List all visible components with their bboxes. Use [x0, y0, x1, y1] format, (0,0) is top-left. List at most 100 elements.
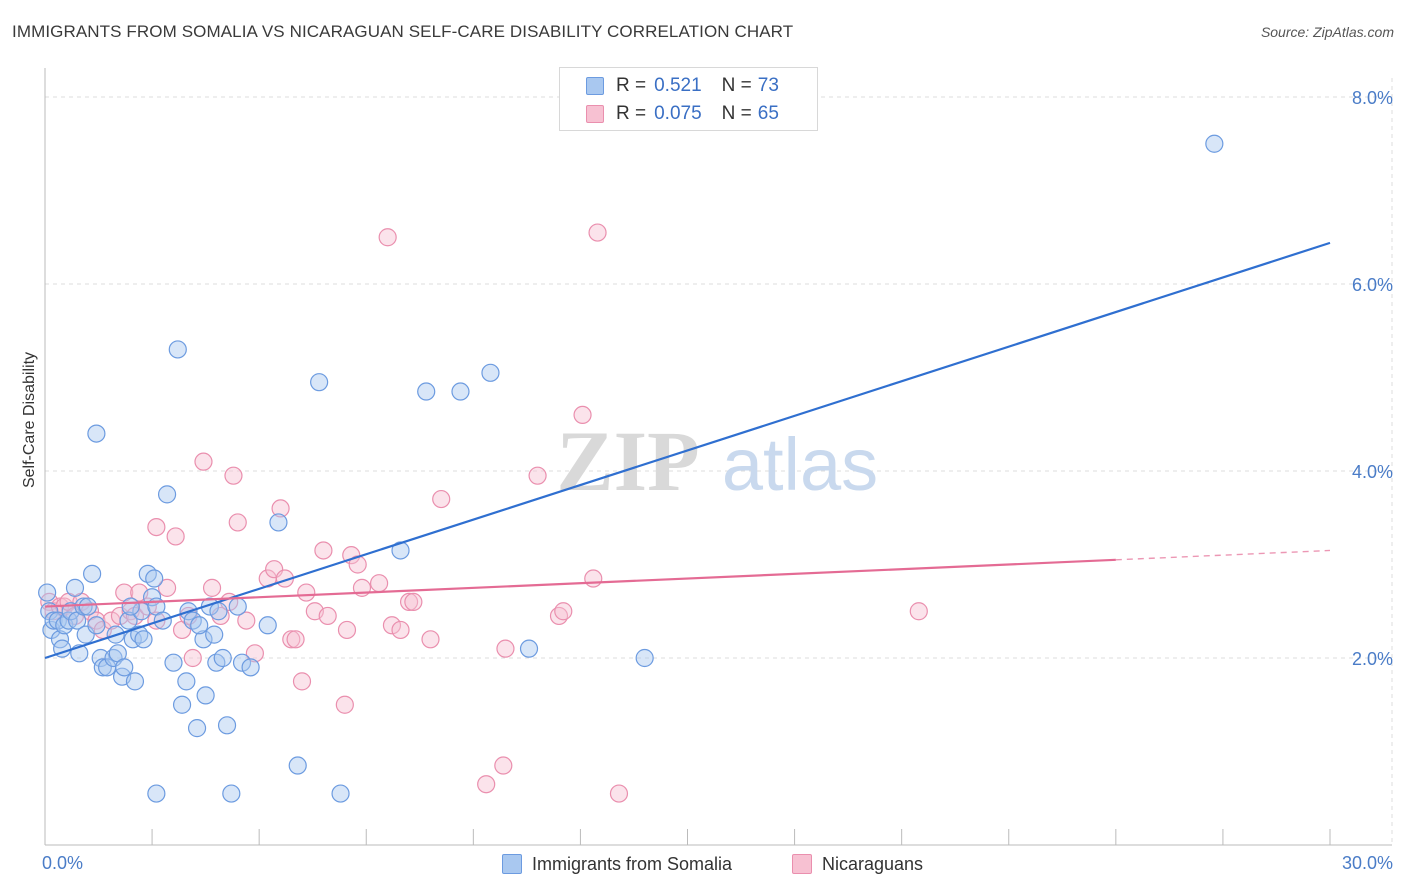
data-point-somalia [157, 485, 177, 504]
y-axis-label-box: Self-Care Disability [18, 300, 42, 540]
data-point-somalia [288, 756, 307, 775]
data-point-somalia [119, 611, 138, 630]
y-tick-label: 2.0% [1352, 649, 1393, 669]
data-point-somalia [1205, 134, 1224, 153]
grid-lines [45, 78, 1393, 845]
legend-n-label: N = [721, 75, 752, 96]
legend-n-label: N = [721, 103, 752, 124]
data-point-somalia [121, 597, 140, 616]
legend-n-value: 73 [757, 75, 779, 96]
y-tick-label: 4.0% [1352, 462, 1393, 482]
data-point-somalia [65, 578, 85, 597]
data-point-nicaraguans [335, 695, 354, 714]
data-point-nicaraguans [297, 583, 316, 602]
data-point-nicaraguans [271, 499, 290, 518]
bottom-legend-label-nicaraguans: Nicaraguans [822, 853, 924, 874]
data-point-somalia [194, 630, 213, 649]
legend-r-label: R = [616, 103, 647, 124]
data-point-nicaraguans [147, 517, 166, 537]
data-point-somalia [213, 648, 232, 668]
data-point-nicaraguans [391, 620, 410, 640]
data-point-somalia [147, 784, 166, 803]
series-somalia [38, 134, 1224, 803]
data-point-nicaraguans [477, 775, 496, 794]
data-point-somalia [519, 639, 539, 658]
data-point-somalia [269, 513, 288, 532]
data-point-nicaraguans [147, 611, 166, 630]
data-point-nicaraguans [528, 466, 547, 485]
data-point-nicaraguans [292, 672, 312, 691]
data-point-somalia [241, 658, 260, 677]
data-point-nicaraguans [404, 592, 423, 612]
trend-line-somalia [44, 241, 1331, 660]
data-point-somalia [331, 784, 350, 803]
data-point-nicaraguans [166, 527, 185, 546]
data-point-somalia [391, 541, 410, 560]
axes [44, 68, 1392, 846]
data-point-somalia [177, 672, 196, 691]
data-point-nicaraguans [370, 574, 389, 593]
bottom-legend-nicaraguans: Nicaraguans [792, 852, 923, 876]
data-point-nicaraguans [399, 592, 419, 612]
data-point-nicaraguans [194, 452, 213, 471]
legend-r-value: 0.521 [654, 75, 702, 96]
data-point-nicaraguans [337, 620, 357, 640]
y-tick-label: 8.0% [1352, 88, 1393, 108]
legend-swatch-pink [586, 105, 604, 123]
data-point-nicaraguans [228, 513, 247, 532]
legend-row-somalia: R = 0.521 N = 73 [586, 74, 779, 98]
data-point-somalia [209, 602, 228, 621]
data-point-somalia [87, 616, 106, 635]
legend-row-nicaraguans: R = 0.075 N = 65 [586, 102, 779, 126]
data-point-somalia [217, 716, 237, 735]
data-point-somalia [228, 597, 247, 616]
data-point-somalia [635, 648, 654, 668]
data-point-somalia [258, 616, 277, 635]
data-point-nicaraguans [609, 784, 629, 803]
data-point-nicaraguans [157, 578, 177, 597]
trend-line-nicaraguans-extension [1115, 549, 1331, 561]
data-point-somalia [232, 653, 252, 672]
data-point-nicaraguans [584, 569, 603, 588]
data-point-somalia [115, 658, 134, 677]
legend: R = 0.521 N = 73 R = 0.075 N = 65 [559, 67, 818, 131]
series-nicaraguans [40, 223, 928, 803]
bottom-legend-swatch-pink [792, 854, 812, 874]
data-point-somalia [125, 672, 145, 691]
data-point-somalia [187, 719, 207, 738]
trend-line-nicaraguans [44, 558, 1116, 608]
data-point-nicaraguans [224, 466, 243, 485]
data-point-nicaraguans [378, 228, 397, 247]
data-point-nicaraguans [245, 644, 264, 663]
data-point-somalia [38, 583, 57, 602]
data-point-somalia [205, 625, 224, 644]
data-point-somalia [222, 784, 241, 803]
data-point-nicaraguans [314, 541, 333, 560]
data-point-somalia [196, 686, 215, 705]
data-point-nicaraguans [318, 606, 337, 626]
source-label: Source: ZipAtlas.com [1260, 24, 1394, 40]
data-point-somalia [172, 695, 192, 714]
data-point-somalia [78, 597, 97, 616]
data-point-somalia [74, 597, 93, 616]
legend-swatch-blue [586, 77, 604, 95]
data-point-nicaraguans [382, 616, 402, 635]
data-point-nicaraguans [909, 602, 928, 621]
y-tick-label: 6.0% [1352, 275, 1393, 295]
legend-n-value: 65 [757, 103, 779, 124]
watermark-zip: ZIP [556, 413, 699, 509]
data-point-somalia [44, 611, 63, 630]
data-point-nicaraguans [573, 405, 592, 424]
data-point-nicaraguans [494, 756, 513, 775]
data-point-nicaraguans [202, 578, 222, 597]
data-point-nicaraguans [237, 611, 256, 630]
y-axis-label: Self-Care Disability [21, 351, 38, 489]
data-point-somalia [451, 382, 470, 401]
legend-r-label: R = [616, 75, 647, 96]
data-point-nicaraguans [432, 489, 451, 509]
data-point-nicaraguans [421, 630, 440, 649]
data-point-somalia [164, 653, 183, 672]
data-point-somalia [310, 373, 329, 392]
data-point-somalia [168, 340, 187, 359]
